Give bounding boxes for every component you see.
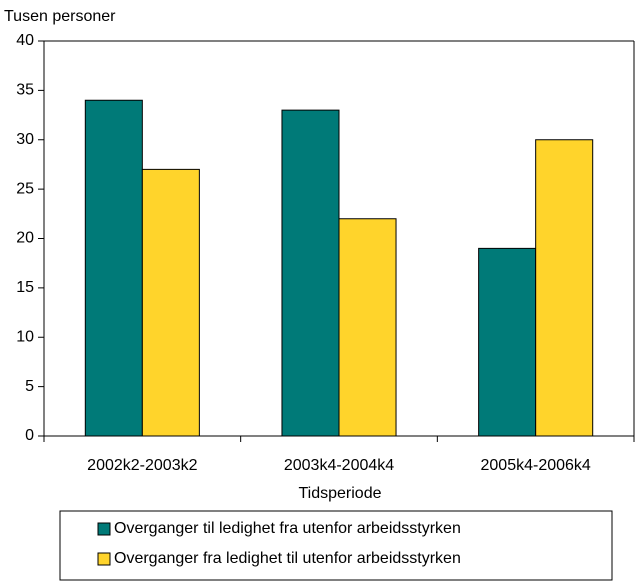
y-tick-label: 20 [16, 230, 34, 247]
x-tick-label: 2002k2-2003k2 [87, 457, 197, 474]
y-tick-label: 5 [25, 378, 34, 395]
legend-label: Overganger fra ledighet til utenfor arbe… [114, 550, 461, 567]
legend-box [59, 510, 613, 581]
x-tick-label: 2003k4-2004k4 [284, 457, 394, 474]
bar [478, 247, 537, 437]
y-tick-label: 0 [25, 427, 34, 444]
bar [535, 139, 594, 437]
y-tick-label: 40 [16, 32, 34, 49]
y-tick-label: 35 [16, 82, 34, 99]
legend-swatch [97, 522, 111, 536]
x-tick-label: 2005k4-2006k4 [481, 457, 591, 474]
bar [281, 109, 340, 437]
legend-swatch [97, 552, 111, 566]
x-axis-label: Tidsperiode [298, 485, 381, 502]
y-tick-label: 15 [16, 279, 34, 296]
bar [84, 99, 143, 437]
y-tick-label: 10 [16, 328, 34, 345]
bar [141, 168, 200, 437]
y-tick-label: 25 [16, 180, 34, 197]
y-axis-label: Tusen personer [4, 8, 116, 25]
y-tick-label: 30 [16, 131, 34, 148]
bar [338, 218, 397, 437]
legend-label: Overganger til ledighet fra utenfor arbe… [114, 520, 461, 537]
